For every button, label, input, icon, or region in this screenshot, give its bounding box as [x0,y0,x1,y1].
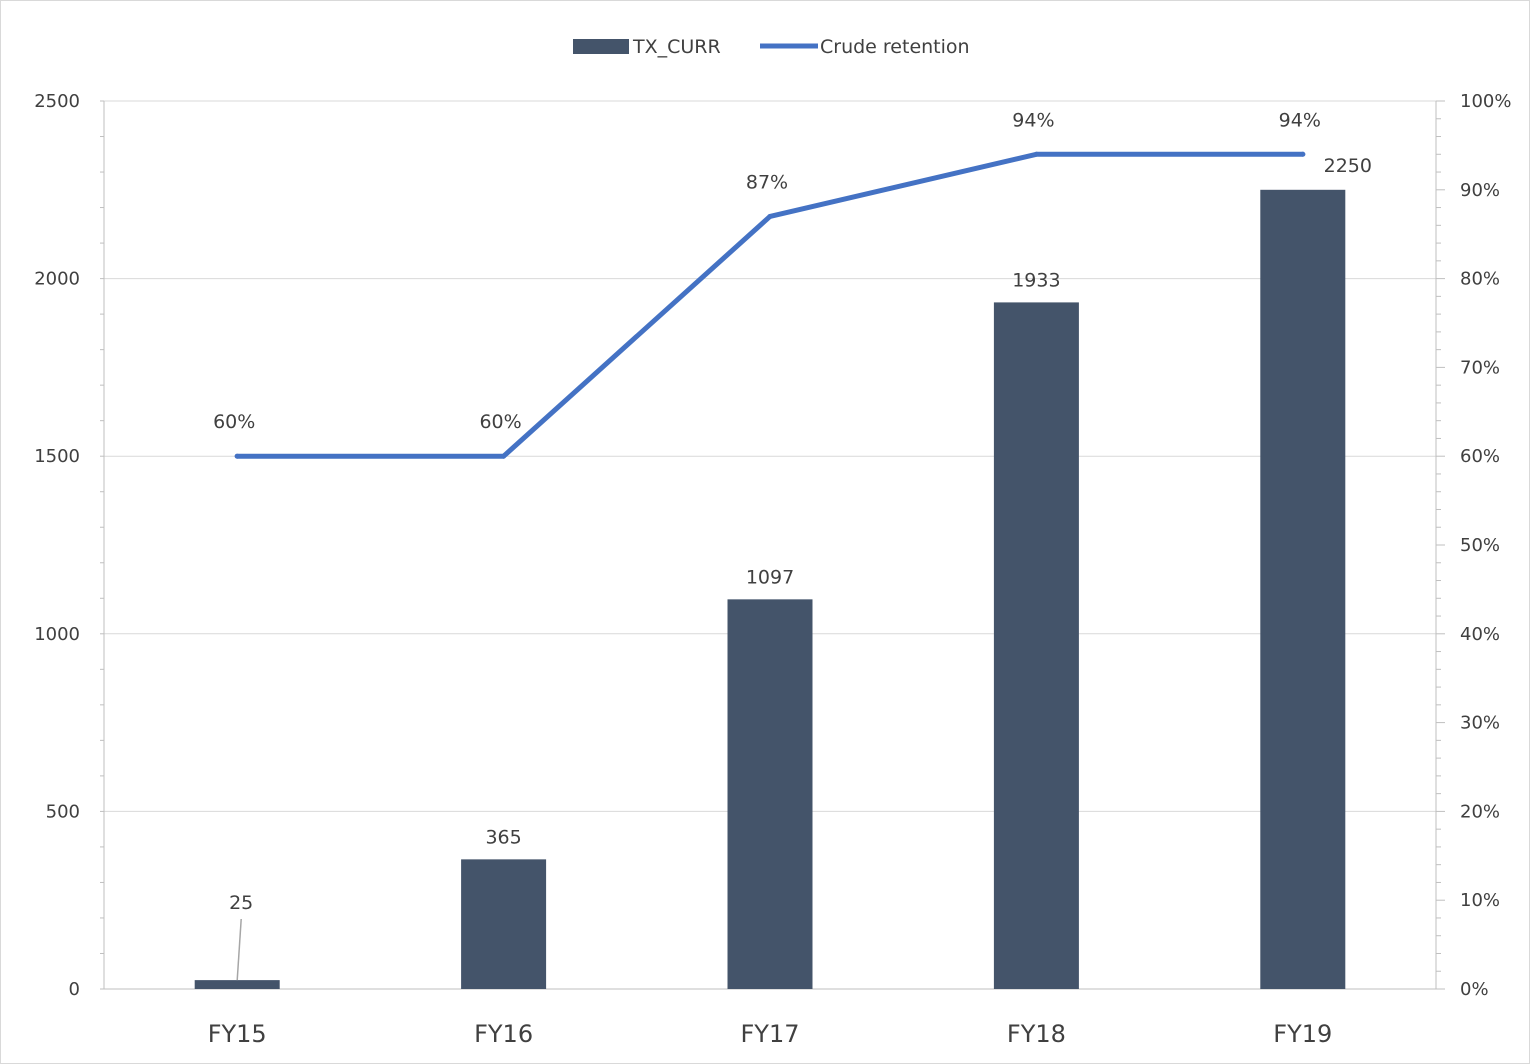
x-tick-label: FY15 [208,1020,267,1048]
line-data-label: 60% [213,411,255,433]
legend-label: Crude retention [820,36,970,58]
line-series [234,151,1306,459]
bar [461,859,547,989]
x-tick-label: FY19 [1273,1020,1332,1048]
line-data-label: 60% [479,411,521,433]
y-left-tick-label: 0 [69,979,80,1000]
legend-label: TX_CURR [632,36,721,58]
legend: TX_CURR Crude retention [573,36,970,58]
bar [194,980,280,989]
y-right-tick-label: 10% [1460,890,1500,911]
data-label-leader-line [236,918,242,981]
y-right-tick-label: 70% [1460,357,1500,378]
y-left-tick-label: 500 [46,801,80,822]
y-left-tick-label: 1000 [34,624,80,645]
y-right-tick-label: 20% [1460,801,1500,822]
y-right-tick-label: 40% [1460,624,1500,645]
line-point [767,213,773,219]
legend-swatch-bar [573,39,629,54]
y-right-tick-label: 50% [1460,535,1500,556]
line-data-label: 94% [1012,109,1054,131]
x-tick-label: FY17 [740,1020,799,1048]
line-point [1300,151,1306,157]
bar-data-label: 1097 [746,566,794,588]
y-right-tick-label: 0% [1460,979,1489,1000]
y-right-tick-label: 100% [1460,91,1511,112]
x-tick-label: FY16 [474,1020,533,1048]
bar [993,302,1079,989]
y-right-tick-label: 30% [1460,713,1500,734]
bar-data-label: 1933 [1012,269,1060,291]
bar-series [194,189,1346,990]
y-left-tick-label: 2000 [34,269,80,290]
data-labels: 25 365 1097 1933 2250 60% 60% 87% 94% 94% [213,109,1372,981]
bar-data-label: 365 [485,826,521,848]
y-right-tick-label: 60% [1460,446,1500,467]
line-point [234,453,240,459]
bar-data-label: 25 [229,892,253,914]
y-left-tick-label: 1500 [34,446,80,467]
line-point [501,453,507,459]
line-data-label: 94% [1279,109,1321,131]
axes: 0 500 1000 1500 2000 2500 0% 10% 20% 30% 40% 50% 60%… [34,91,1511,1048]
bar [727,599,813,989]
y-right-tick-label: 90% [1460,180,1500,201]
x-tick-label: FY18 [1007,1020,1066,1048]
bar-data-label: 2250 [1324,155,1372,177]
line-point [1033,151,1039,157]
y-right-tick-label: 80% [1460,269,1500,290]
bar [1260,189,1346,990]
y-left-tick-label: 2500 [34,91,80,112]
line-data-label: 87% [746,171,788,193]
